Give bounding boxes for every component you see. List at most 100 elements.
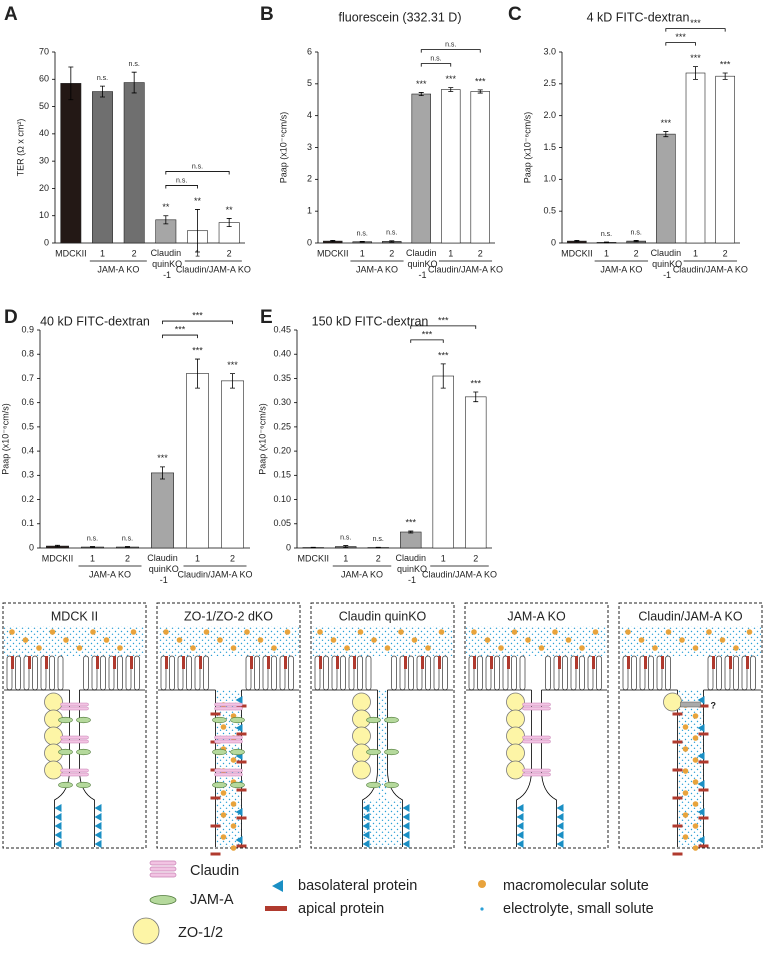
apical-protein (698, 788, 709, 792)
zo-protein (506, 709, 525, 729)
claudin (522, 706, 551, 711)
y-tick-label: 1 (307, 206, 312, 216)
basolateral-protein (697, 780, 705, 788)
significance-label: n.s. (87, 535, 98, 542)
y-axis-title: Paap (x10⁻⁶cm/s) (522, 112, 532, 183)
chart-title: fluorescein (332.31 D) (339, 10, 462, 24)
panel-label: E (260, 307, 273, 328)
basolateral-protein (54, 804, 62, 812)
jam-a (230, 748, 245, 756)
basolateral-protein (362, 813, 370, 821)
diagram-legend: Claudin JAM-A ZO-1/2 basolateral protein… (132, 860, 654, 945)
apical-protein (284, 656, 287, 669)
macromolecule (692, 735, 699, 741)
group-label: Claudin/JAM-A KO (176, 264, 251, 274)
macromolecule (692, 823, 699, 829)
macromolecule (552, 629, 558, 635)
significance-label: *** (405, 517, 416, 527)
claudin (522, 772, 551, 777)
comparison-label: *** (192, 310, 203, 320)
macromolecule (692, 645, 699, 651)
panel-title: Claudin/JAM-A KO (638, 609, 742, 623)
chart-title: 4 kD FITC-dextran (587, 10, 690, 24)
claudin (60, 739, 89, 744)
microvillus (15, 655, 21, 691)
jam-a (212, 748, 227, 756)
comparison-bracket (165, 185, 198, 189)
macromolecule (579, 645, 585, 651)
x-tick-label: MDCKII (298, 553, 330, 563)
comparison-label: *** (675, 32, 686, 42)
panel-title: Claudin quinKO (339, 609, 427, 623)
y-tick-label: 0.5 (543, 206, 556, 216)
claudin (522, 739, 551, 744)
jam-a (384, 748, 399, 756)
diagram-panel: MDCK II (2, 602, 147, 849)
jam-a (366, 781, 381, 789)
apical-protein (11, 656, 14, 669)
error-bar (440, 363, 446, 389)
significance-label: *** (192, 345, 203, 355)
macromolecule (682, 724, 689, 730)
apical-protein (421, 656, 424, 669)
macromolecule (49, 629, 56, 635)
microvillus (477, 655, 483, 691)
apical-protein (644, 656, 647, 669)
apical-protein (672, 712, 683, 716)
apical-protein (28, 656, 31, 669)
zo-protein (506, 692, 525, 712)
apical-protein (746, 656, 749, 669)
microvillus (596, 655, 602, 691)
basolateral-protein (556, 831, 564, 839)
microvillus (733, 655, 739, 691)
y-tick-label: 2.5 (543, 78, 556, 88)
diagram-panel: JAM-A KO (464, 602, 609, 849)
basolateral-protein (402, 804, 410, 812)
apical-protein (210, 796, 221, 800)
bar (60, 83, 82, 244)
basolateral-protein (54, 813, 62, 821)
apical-protein (45, 656, 48, 669)
y-tick-label: 0.9 (21, 324, 34, 334)
y-tick-label: 0.8 (21, 349, 34, 359)
jam-a (212, 781, 227, 789)
error-bar (477, 89, 483, 94)
jam-a (58, 748, 73, 756)
basolateral-protein (362, 804, 370, 812)
macromolecule (63, 637, 69, 643)
y-tick-label: 2.0 (543, 110, 556, 120)
jam-a (366, 716, 381, 724)
y-tick-label: 50 (39, 101, 49, 111)
comparison-label: n.s. (445, 41, 456, 48)
macromolecule (484, 637, 491, 643)
significance-label: *** (445, 74, 456, 84)
jam-a-icon (149, 895, 177, 905)
macromolecule (220, 724, 227, 730)
x-tick-label: MDCKII (317, 248, 349, 258)
y-tick-label: 0.45 (273, 324, 291, 334)
macromolecule (706, 629, 712, 635)
macromolecule (652, 645, 658, 651)
microvillus (32, 655, 38, 691)
basolateral-protein (94, 840, 102, 848)
y-tick-label: 1.5 (543, 142, 556, 152)
claudin (60, 772, 89, 777)
microvillus (186, 655, 192, 691)
basolateral-protein (556, 840, 564, 848)
macromolecule (22, 637, 29, 643)
significance-label: n.s. (386, 230, 397, 237)
apical-protein (199, 656, 202, 669)
microvillus (750, 655, 756, 691)
macromolecule (679, 637, 685, 643)
microvillus (408, 655, 414, 691)
macromolecule (625, 629, 631, 635)
apical-protein (507, 656, 510, 669)
macromolecule (746, 629, 753, 635)
channel (377, 690, 388, 800)
y-tick-label: 70 (39, 46, 49, 56)
apical-protein (336, 656, 339, 669)
macromolecule (284, 629, 291, 635)
apical-protein (627, 656, 630, 669)
legend-label: apical protein (298, 901, 384, 917)
macromolecule (498, 645, 504, 651)
